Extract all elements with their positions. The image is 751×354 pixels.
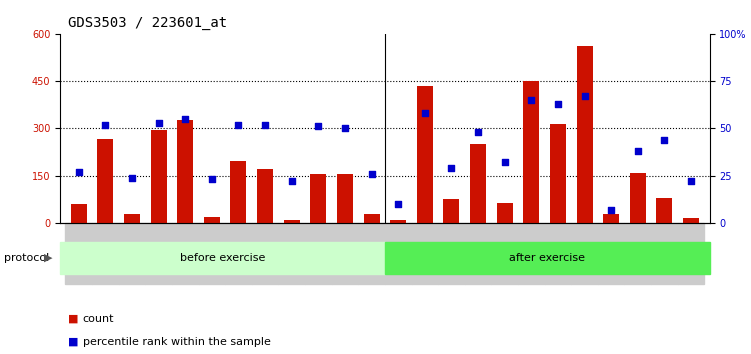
Bar bbox=[577, 46, 593, 223]
Bar bbox=[518, 223, 544, 284]
Point bbox=[632, 148, 644, 154]
Bar bbox=[71, 204, 86, 223]
Bar bbox=[92, 223, 119, 284]
Bar bbox=[677, 223, 704, 284]
Bar bbox=[231, 161, 246, 223]
Bar bbox=[625, 223, 651, 284]
Bar bbox=[438, 223, 465, 284]
Bar bbox=[151, 130, 167, 223]
Point bbox=[126, 175, 138, 181]
Point bbox=[472, 129, 484, 135]
Point bbox=[659, 137, 671, 143]
Bar bbox=[491, 223, 518, 284]
Bar bbox=[470, 144, 486, 223]
Bar bbox=[305, 223, 332, 284]
Point bbox=[499, 160, 511, 165]
Bar bbox=[443, 199, 460, 223]
Bar bbox=[198, 223, 225, 284]
Bar bbox=[337, 174, 353, 223]
Bar bbox=[204, 217, 220, 223]
Text: GDS3503 / 223601_at: GDS3503 / 223601_at bbox=[68, 16, 227, 30]
Point bbox=[285, 178, 297, 184]
Point bbox=[179, 116, 192, 122]
Bar bbox=[363, 213, 379, 223]
Point bbox=[605, 207, 617, 213]
Text: before exercise: before exercise bbox=[179, 253, 265, 263]
Text: count: count bbox=[83, 314, 114, 324]
Text: ▶: ▶ bbox=[44, 253, 52, 263]
Bar bbox=[257, 169, 273, 223]
Bar bbox=[412, 223, 438, 284]
Bar bbox=[177, 120, 193, 223]
Point bbox=[339, 125, 351, 131]
Bar bbox=[279, 223, 305, 284]
Point bbox=[445, 165, 457, 171]
Bar bbox=[358, 223, 385, 284]
Point bbox=[73, 169, 85, 175]
Bar bbox=[65, 223, 92, 284]
Point bbox=[233, 122, 245, 127]
Point bbox=[685, 178, 697, 184]
Bar bbox=[310, 174, 327, 223]
Bar bbox=[119, 223, 145, 284]
Bar bbox=[523, 81, 539, 223]
Bar bbox=[683, 218, 699, 223]
Bar bbox=[172, 223, 198, 284]
Bar bbox=[252, 223, 279, 284]
Point bbox=[366, 171, 378, 177]
Point bbox=[259, 122, 271, 127]
Point bbox=[525, 97, 537, 103]
Bar bbox=[385, 223, 412, 284]
Point bbox=[552, 101, 564, 107]
Point bbox=[206, 177, 218, 182]
Bar bbox=[417, 86, 433, 223]
Bar bbox=[572, 223, 598, 284]
Text: ■: ■ bbox=[68, 337, 78, 347]
Point bbox=[419, 110, 431, 116]
Bar bbox=[603, 213, 619, 223]
Point bbox=[392, 201, 404, 207]
Bar bbox=[98, 139, 113, 223]
Bar bbox=[598, 223, 625, 284]
Text: percentile rank within the sample: percentile rank within the sample bbox=[83, 337, 270, 347]
Bar bbox=[332, 223, 358, 284]
Bar bbox=[496, 202, 513, 223]
Bar bbox=[651, 223, 677, 284]
Bar bbox=[225, 223, 252, 284]
Bar bbox=[391, 220, 406, 223]
Bar bbox=[544, 223, 572, 284]
Bar bbox=[550, 124, 566, 223]
Point bbox=[99, 122, 111, 127]
Text: after exercise: after exercise bbox=[509, 253, 585, 263]
Bar bbox=[284, 220, 300, 223]
Point bbox=[312, 124, 324, 129]
Text: ■: ■ bbox=[68, 314, 78, 324]
Bar bbox=[145, 223, 172, 284]
Point bbox=[152, 120, 164, 125]
Bar bbox=[465, 223, 491, 284]
Point bbox=[578, 93, 590, 99]
Bar bbox=[124, 213, 140, 223]
Text: protocol: protocol bbox=[4, 253, 49, 263]
Bar bbox=[656, 198, 672, 223]
Bar bbox=[630, 172, 646, 223]
